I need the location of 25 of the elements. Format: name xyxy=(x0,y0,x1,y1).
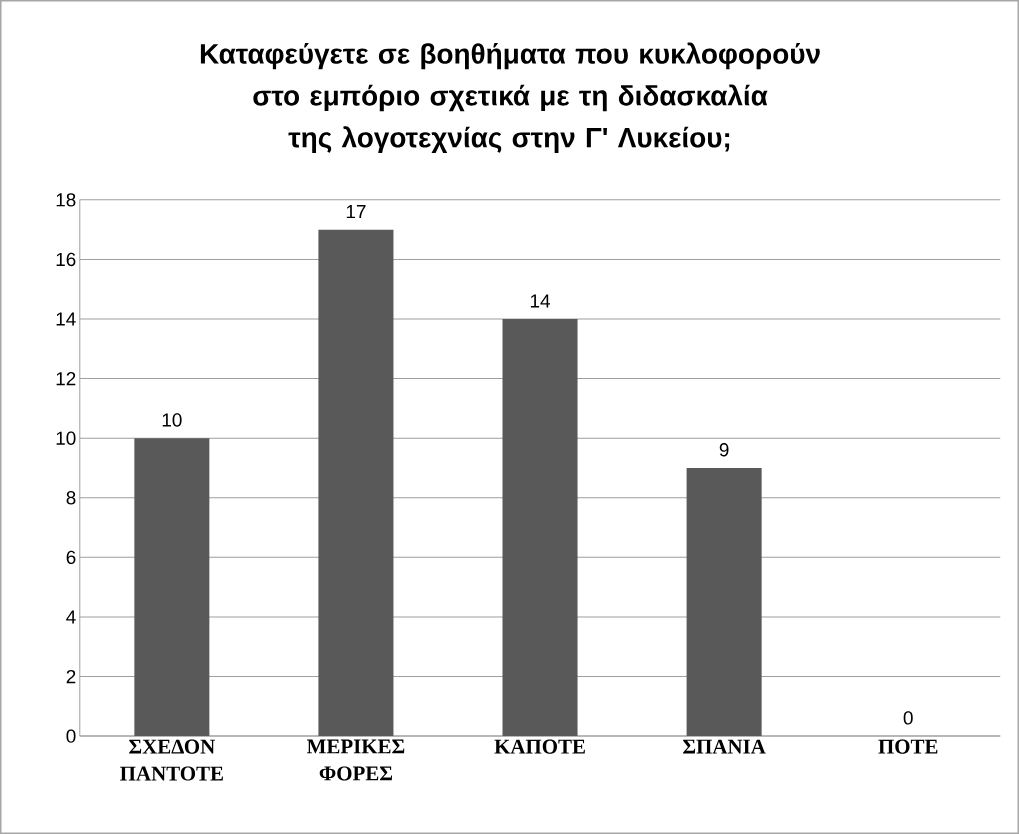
data-label: 10 xyxy=(162,413,182,427)
bar xyxy=(318,229,394,737)
y-tick-label: 16 xyxy=(56,252,76,267)
y-tick-label: 14 xyxy=(56,312,76,326)
data-label: 14 xyxy=(530,294,550,308)
bar xyxy=(502,319,578,737)
y-tick-label: 2 xyxy=(66,669,76,684)
data-label: 0 xyxy=(903,711,913,725)
y-tick-label: 10 xyxy=(56,431,76,445)
y-tick-label: 18 xyxy=(56,193,76,207)
x-tick-label: ΠΟΤΕ xyxy=(878,739,938,754)
x-tick-label: ΜΕΡΙΚΕΣ ΦΟΡΕΣ xyxy=(307,739,405,781)
y-tick-label: 6 xyxy=(66,550,76,565)
x-tick-label: ΣΠΑΝΙΑ xyxy=(683,739,766,754)
x-tick-label: ΚΑΠΟΤΕ xyxy=(494,739,585,754)
chart-title: Καταφεύγετε σε βοηθήματα που κυκλοφορούν στο εμπόριο σχετικά με τη διδασκαλία της λογοτεχνίας στην Γ' Λυκείου; xyxy=(200,42,820,154)
y-tick-label: 4 xyxy=(66,610,76,624)
y-tick-label: 12 xyxy=(56,372,76,386)
x-tick-label: ΣΧΕΔΟΝ ΠΑΝΤΟΤΕ xyxy=(120,739,223,781)
y-tick-label: 0 xyxy=(66,729,76,743)
bar xyxy=(686,468,762,737)
data-label: 17 xyxy=(346,205,366,219)
bar xyxy=(134,438,210,737)
data-label: 9 xyxy=(719,443,729,457)
y-tick-label: 8 xyxy=(66,491,76,505)
